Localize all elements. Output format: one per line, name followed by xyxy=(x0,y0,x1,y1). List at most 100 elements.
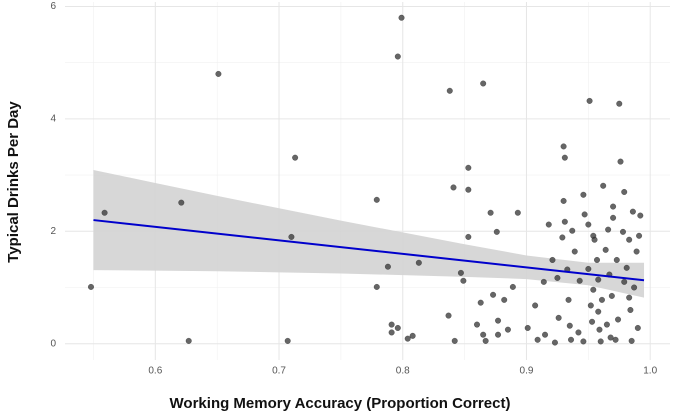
data-point xyxy=(636,232,643,239)
data-point xyxy=(593,256,601,264)
data-point xyxy=(560,143,567,150)
data-point xyxy=(451,337,458,344)
confidence-band xyxy=(93,170,645,298)
data-point xyxy=(554,274,561,281)
data-point xyxy=(388,329,395,336)
data-point xyxy=(603,321,610,328)
data-point xyxy=(596,326,603,333)
data-point xyxy=(565,296,572,303)
data-point xyxy=(288,233,295,240)
data-point xyxy=(494,317,502,324)
data-point xyxy=(480,331,487,338)
data-point xyxy=(621,188,628,196)
data-point xyxy=(540,278,547,285)
data-point xyxy=(178,199,185,206)
data-point xyxy=(637,212,644,219)
x-tick-label: 0.6 xyxy=(148,366,162,377)
data-point xyxy=(388,321,395,328)
data-point xyxy=(610,214,617,221)
data-point xyxy=(532,302,539,309)
data-point xyxy=(534,336,541,343)
data-point xyxy=(545,221,552,228)
data-point xyxy=(585,265,592,273)
data-point xyxy=(465,233,472,240)
data-point xyxy=(490,291,497,298)
data-point xyxy=(504,326,511,333)
data-point xyxy=(613,256,620,264)
data-point xyxy=(494,331,502,338)
data-point xyxy=(569,227,576,234)
data-point xyxy=(446,87,453,94)
data-point xyxy=(465,164,472,171)
data-point xyxy=(480,80,487,87)
data-point xyxy=(551,339,558,346)
data-point xyxy=(602,246,609,253)
data-point xyxy=(580,338,587,345)
data-point xyxy=(571,248,578,255)
data-point xyxy=(610,203,617,210)
data-point xyxy=(101,209,108,216)
y-tick-label: 0 xyxy=(50,338,56,349)
data-point xyxy=(607,334,614,341)
data-point xyxy=(614,316,622,323)
data-point xyxy=(634,324,641,332)
data-point xyxy=(627,306,634,314)
data-point xyxy=(560,197,567,205)
data-point xyxy=(581,211,588,218)
data-point xyxy=(626,236,633,243)
x-tick-label: 0.7 xyxy=(272,366,286,377)
data-point xyxy=(612,336,619,343)
data-point xyxy=(549,256,556,264)
x-tick-label: 0.9 xyxy=(520,366,534,377)
data-point xyxy=(465,186,472,193)
data-point xyxy=(477,299,484,306)
data-point xyxy=(576,277,583,284)
data-point xyxy=(600,182,607,189)
data-point xyxy=(567,336,575,343)
data-point xyxy=(409,332,416,339)
data-point xyxy=(621,278,628,285)
data-point xyxy=(555,314,562,321)
data-point xyxy=(185,337,192,344)
data-point xyxy=(587,302,594,309)
data-point xyxy=(509,283,516,290)
x-axis-title: Working Memory Accuracy (Proportion Corr… xyxy=(170,395,511,412)
data-point xyxy=(524,324,531,332)
data-point xyxy=(514,209,521,216)
data-point xyxy=(631,284,638,291)
data-point xyxy=(541,331,549,338)
data-point xyxy=(487,209,494,216)
data-point xyxy=(373,283,380,290)
data-point xyxy=(585,221,592,228)
data-point xyxy=(384,263,391,270)
data-point xyxy=(595,276,602,283)
data-point xyxy=(589,318,596,325)
data-point xyxy=(623,264,630,271)
data-point xyxy=(404,335,411,342)
data-point xyxy=(394,53,401,60)
data-point xyxy=(460,277,467,284)
data-point xyxy=(398,14,405,21)
data-point xyxy=(591,236,598,243)
data-point xyxy=(616,100,623,107)
data-point xyxy=(597,338,604,345)
data-point xyxy=(619,228,627,235)
data-point xyxy=(605,226,612,233)
data-point xyxy=(590,286,597,293)
data-point xyxy=(373,196,380,203)
data-point xyxy=(608,292,615,299)
data-point xyxy=(561,218,568,225)
y-tick-label: 4 xyxy=(50,114,56,125)
data-point xyxy=(559,234,566,241)
data-point xyxy=(628,337,635,344)
data-point xyxy=(394,324,401,332)
data-point xyxy=(292,154,299,161)
data-point xyxy=(617,158,624,165)
data-point xyxy=(626,294,633,301)
data-point xyxy=(87,283,95,290)
data-point xyxy=(580,191,587,198)
data-point xyxy=(629,208,636,215)
data-point xyxy=(595,308,602,315)
